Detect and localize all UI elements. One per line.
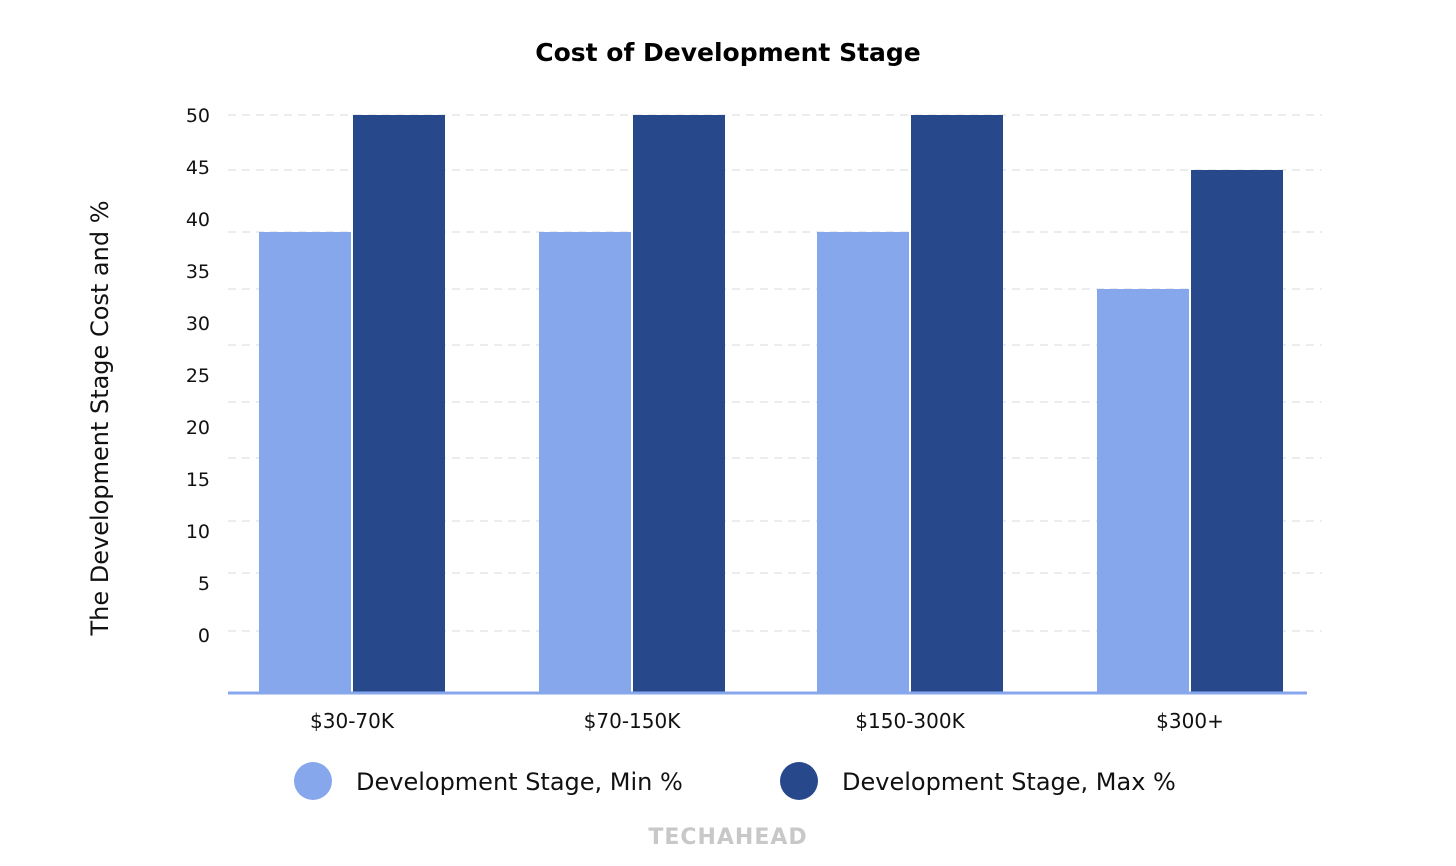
y-tick-label: 35 [186, 261, 210, 283]
y-tick-label: 25 [186, 365, 210, 387]
x-tick-label: $150-300K [855, 709, 965, 733]
chart-title: Cost of Development Stage [535, 38, 921, 67]
legend-swatch-min [294, 762, 332, 800]
y-tick-label: 15 [186, 469, 210, 491]
y-tick-label: 45 [186, 157, 210, 179]
y-tick-label: 20 [186, 417, 210, 439]
legend-label-min: Development Stage, Min % [356, 768, 683, 796]
legend: Development Stage, Min % Development Sta… [294, 762, 1176, 800]
bar-max [633, 115, 725, 693]
x-tick-label: $70-150K [584, 709, 682, 733]
y-tick-label: 5 [198, 573, 210, 595]
bar-max [911, 115, 1003, 693]
bar-max [1191, 170, 1283, 693]
bar-min [259, 232, 351, 693]
x-tick-labels: $30-70K $70-150K $150-300K $300+ [310, 709, 1224, 733]
x-tick-label: $300+ [1156, 709, 1224, 733]
y-tick-label: 50 [186, 105, 210, 127]
y-tick-label: 10 [186, 521, 210, 543]
y-tick-label: 0 [198, 625, 210, 647]
y-axis-label: The Development Stage Cost and % [86, 200, 114, 636]
bar-min [817, 232, 909, 693]
y-tick-label: 40 [186, 209, 210, 231]
x-tick-label: $30-70K [310, 709, 395, 733]
legend-label-max: Development Stage, Max % [842, 768, 1176, 796]
bar-min [539, 232, 631, 693]
watermark-logo: TECHAHEAD [648, 825, 807, 850]
legend-swatch-max [780, 762, 818, 800]
y-tick-label: 30 [186, 313, 210, 335]
bar-min [1097, 289, 1189, 693]
bar-max [353, 115, 445, 693]
bars [259, 115, 1283, 693]
